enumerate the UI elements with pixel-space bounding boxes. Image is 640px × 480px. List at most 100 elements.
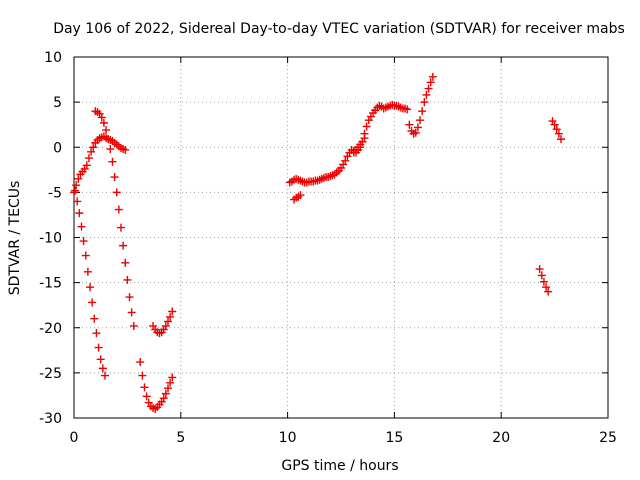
data-point xyxy=(100,371,109,380)
grid-lines xyxy=(74,57,608,418)
y-tick-label: -15 xyxy=(39,276,62,292)
axis-ticks: 0 5 10 15 20 25 -30 -25 -20 -15 -10 -5 0 5 10 xyxy=(39,50,617,446)
x-tick-label: 0 xyxy=(70,430,79,446)
data-point xyxy=(550,120,559,129)
data-point xyxy=(161,321,170,330)
y-tick-label: -20 xyxy=(39,321,62,337)
data-point xyxy=(140,383,149,392)
data-point xyxy=(296,191,305,200)
data-point xyxy=(72,181,81,190)
data-point xyxy=(428,72,437,81)
data-point xyxy=(102,126,111,135)
data-point xyxy=(424,84,433,93)
chart-title: Day 106 of 2022, Sidereal Day-to-day VTE… xyxy=(53,21,625,37)
x-tick-label: 10 xyxy=(279,430,297,446)
data-series xyxy=(405,72,437,138)
data-point xyxy=(163,384,172,393)
data-points xyxy=(70,72,566,413)
data-point xyxy=(554,129,563,138)
data-point xyxy=(142,392,151,401)
data-point xyxy=(539,277,548,286)
data-series xyxy=(149,307,177,338)
data-point xyxy=(112,188,121,197)
data-point xyxy=(161,389,170,398)
data-point xyxy=(74,174,83,183)
data-series xyxy=(285,100,412,187)
data-point xyxy=(544,287,553,296)
data-series xyxy=(535,265,553,296)
data-point xyxy=(73,197,82,206)
data-point xyxy=(90,314,99,323)
data-point xyxy=(89,143,98,152)
y-tick-label: 0 xyxy=(53,140,62,156)
data-point xyxy=(166,378,175,387)
data-point xyxy=(168,307,177,316)
data-point xyxy=(70,188,78,197)
data-point xyxy=(542,283,551,292)
data-point xyxy=(411,128,420,137)
y-tick-label: -5 xyxy=(48,185,62,201)
y-tick-label: 10 xyxy=(44,50,62,66)
data-point xyxy=(83,267,92,276)
data-point xyxy=(127,308,136,317)
data-point xyxy=(535,265,544,274)
data-point xyxy=(96,355,105,364)
data-point xyxy=(362,122,371,131)
y-axis-label: SDTVAR / TECUs xyxy=(7,181,23,296)
data-point xyxy=(420,98,429,107)
data-series xyxy=(548,117,566,144)
data-point xyxy=(129,321,138,330)
data-point xyxy=(136,358,145,367)
data-point xyxy=(426,78,435,87)
data-point xyxy=(104,135,113,144)
data-point xyxy=(71,186,80,195)
data-series xyxy=(349,134,369,157)
data-point xyxy=(106,145,115,154)
data-point xyxy=(159,394,168,403)
data-point xyxy=(403,105,412,114)
data-point xyxy=(94,343,103,352)
data-point xyxy=(557,135,566,144)
data-point xyxy=(121,145,130,154)
data-point xyxy=(413,123,422,132)
data-point xyxy=(75,209,84,218)
data-point xyxy=(123,275,132,284)
x-tick-label: 5 xyxy=(176,430,185,446)
data-point xyxy=(114,205,123,214)
x-tick-label: 15 xyxy=(385,430,403,446)
data-point xyxy=(86,283,95,292)
data-series xyxy=(136,358,177,413)
data-point xyxy=(119,241,128,250)
data-point xyxy=(405,120,414,129)
data-point xyxy=(422,90,431,99)
x-tick-label: 20 xyxy=(492,430,510,446)
data-point xyxy=(341,156,350,165)
data-point xyxy=(537,271,546,280)
y-tick-label: -25 xyxy=(39,366,62,382)
y-tick-label: -10 xyxy=(39,231,62,247)
data-series xyxy=(70,132,130,197)
data-point xyxy=(79,237,88,246)
data-point xyxy=(360,134,369,143)
data-point xyxy=(552,125,561,134)
data-point xyxy=(97,113,106,122)
data-series xyxy=(71,186,109,380)
data-point xyxy=(125,293,134,302)
data-point xyxy=(138,371,147,380)
data-point xyxy=(82,161,91,170)
data-point xyxy=(84,154,93,163)
data-series xyxy=(91,107,138,330)
data-point xyxy=(98,364,107,373)
data-point xyxy=(77,222,86,231)
data-point xyxy=(163,317,172,326)
data-point xyxy=(92,329,101,338)
data-point xyxy=(87,147,96,156)
data-point xyxy=(108,157,117,166)
data-point xyxy=(88,298,97,307)
data-point xyxy=(168,373,177,382)
data-point xyxy=(416,116,425,125)
data-point xyxy=(81,251,90,260)
data-point xyxy=(99,118,108,127)
data-point xyxy=(166,312,175,321)
